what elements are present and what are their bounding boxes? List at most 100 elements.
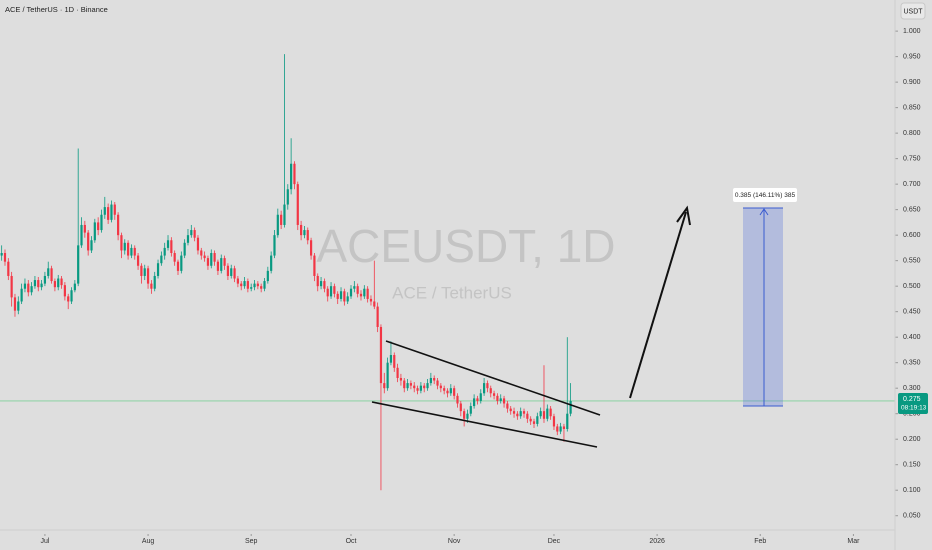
candle-body (60, 278, 63, 286)
candle-body (539, 411, 542, 417)
candle-body (449, 388, 452, 394)
candle-body (466, 413, 469, 419)
candle-body (280, 214, 283, 225)
x-tick-label: Feb (754, 538, 766, 545)
candle-body (153, 275, 156, 289)
candle-body (146, 268, 150, 284)
candle-body (413, 385, 416, 389)
candle-body (403, 380, 406, 389)
candle-body (419, 385, 422, 391)
last-price-label: 0.275 (903, 396, 921, 403)
symbol-label: ACE / TetherUS · 1D · Binance (5, 5, 108, 14)
x-tick-label: Mar (847, 538, 860, 545)
candle-body (166, 240, 170, 248)
candle-body (562, 426, 566, 429)
candle-body (117, 214, 120, 236)
y-tick-label: 0.350 (903, 360, 921, 367)
candle-body (156, 263, 160, 276)
candle-body (383, 383, 386, 389)
candle-body (250, 287, 253, 289)
candle-body (512, 411, 516, 414)
candle-body (186, 235, 190, 243)
candle-body (120, 235, 123, 251)
y-tick-label: 0.600 (903, 232, 921, 239)
candle-body (23, 283, 27, 289)
candle-body (0, 253, 3, 256)
watermark: ACEUSDT, 1D (316, 220, 615, 272)
arrow-line (629, 211, 687, 399)
y-tick-label: 0.250 (903, 411, 921, 418)
candle-body (160, 255, 163, 264)
y-tick-label: 0.750 (903, 155, 921, 162)
candle-body (492, 393, 496, 396)
candle-body (3, 253, 7, 262)
x-tick-label: Aug (142, 538, 155, 545)
x-tick-label: Jul (40, 538, 49, 545)
y-tick-label: 0.950 (903, 53, 921, 60)
x-tick-label: Oct (346, 538, 357, 545)
currency-box[interactable] (900, 2, 926, 20)
candle-body (359, 293, 363, 297)
arrow-head (676, 205, 691, 226)
candle-body (566, 413, 569, 429)
candle-body (429, 377, 432, 384)
candle-body (67, 296, 70, 302)
candle-body (486, 383, 489, 389)
candle-body (133, 247, 136, 256)
candle-body (423, 385, 426, 389)
y-tick-label: 0.300 (903, 385, 921, 392)
candle-body (443, 388, 446, 391)
candle-body (526, 413, 529, 419)
candle-body (559, 426, 562, 432)
candle-body (27, 283, 30, 293)
candle-body (10, 275, 13, 298)
candle-body (469, 406, 472, 414)
candle-body (519, 411, 522, 417)
candle-body (77, 245, 80, 284)
candle-body (456, 395, 459, 404)
candle-body (220, 258, 223, 271)
candle-body (296, 184, 299, 225)
trendline-lower (371, 401, 598, 448)
candle-body (57, 278, 60, 288)
candle-body (163, 247, 166, 256)
y-tick-label: 0.550 (903, 258, 921, 265)
candle-body (196, 237, 200, 251)
x-tick-label: Dec (548, 538, 561, 545)
x-tick-label: Nov (448, 538, 461, 545)
candle-body (336, 293, 339, 299)
candle-body (489, 388, 492, 394)
candle-body (63, 285, 66, 297)
candle-body (266, 270, 269, 282)
candle-body (246, 281, 249, 289)
candle-body (522, 411, 526, 414)
candle-body (13, 297, 17, 311)
candle-body (190, 230, 193, 236)
candle-body (290, 163, 293, 190)
candle-body (210, 253, 213, 266)
candle-body (236, 278, 239, 284)
candle-body (536, 416, 539, 424)
candle-body (339, 291, 343, 299)
candle-body (97, 222, 100, 231)
candle-body (396, 367, 399, 378)
candle-body (183, 242, 186, 256)
candle-body (206, 258, 210, 266)
last-price-box (898, 392, 928, 414)
candle-body (353, 286, 356, 289)
y-tick-label: 0.050 (903, 513, 921, 520)
candle-body (499, 398, 502, 401)
candle-body (150, 283, 153, 289)
candle-body (529, 418, 532, 422)
candle-body (556, 426, 559, 432)
candle-body (40, 283, 43, 288)
candle-body (80, 224, 83, 246)
candle-body (436, 380, 439, 386)
candle-body (506, 403, 509, 409)
candle-body (176, 261, 180, 271)
measure-box[interactable] (743, 208, 783, 406)
candle-body (253, 283, 256, 288)
candle-body (309, 240, 313, 256)
candle-body (532, 421, 536, 424)
candle-body (516, 413, 519, 417)
